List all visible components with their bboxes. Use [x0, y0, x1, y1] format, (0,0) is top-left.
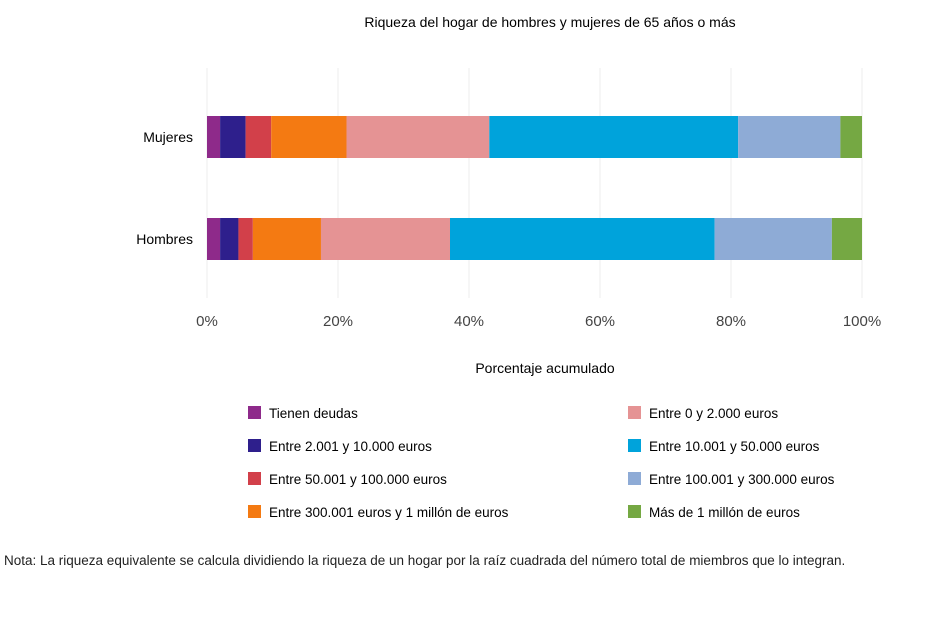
x-tick-label: 60%: [585, 313, 615, 330]
bar-segment: [450, 218, 715, 260]
x-tick-label: 100%: [843, 313, 881, 330]
bar-segment: [738, 116, 841, 158]
chart-title: Riqueza del hogar de hombres y mujeres d…: [364, 14, 735, 30]
bar-segment: [238, 218, 253, 260]
legend-label: Más de 1 millón de euros: [649, 505, 800, 520]
bar-segment: [252, 218, 321, 260]
legend-swatch: [628, 505, 641, 518]
bar-segment: [714, 218, 832, 260]
bar-segment: [489, 116, 739, 158]
x-tick-label: 80%: [716, 313, 746, 330]
bar-segment: [346, 116, 490, 158]
legend-swatch: [248, 439, 261, 452]
y-category-label: Mujeres: [143, 129, 193, 145]
legend-label: Entre 100.001 y 300.000 euros: [649, 472, 835, 487]
legend-swatch: [248, 406, 261, 419]
bar-segment: [320, 218, 451, 260]
bar-segment: [220, 116, 246, 158]
legend-swatch: [628, 439, 641, 452]
legend-label: Entre 2.001 y 10.000 euros: [269, 439, 432, 454]
legend-label: Entre 50.001 y 100.000 euros: [269, 472, 447, 487]
x-axis-label: Porcentaje acumulado: [475, 360, 615, 376]
legend-swatch: [628, 472, 641, 485]
x-tick-label: 20%: [323, 313, 353, 330]
legend-swatch: [248, 472, 261, 485]
x-tick-label: 0%: [196, 313, 218, 330]
legend-label: Entre 10.001 y 50.000 euros: [649, 439, 820, 454]
bar-segment: [831, 218, 862, 260]
legend-swatch: [628, 406, 641, 419]
legend-label: Entre 300.001 euros y 1 millón de euros: [269, 505, 509, 520]
x-tick-label: 40%: [454, 313, 484, 330]
bar-segment: [840, 116, 862, 158]
bar-segment: [245, 116, 272, 158]
bar-segment: [220, 218, 239, 260]
legend-swatch: [248, 505, 261, 518]
bar-segment: [271, 116, 347, 158]
bar-segment: [207, 218, 221, 260]
stacked-bar-chart: Riqueza del hogar de hombres y mujeres d…: [136, 14, 881, 520]
footnote: Nota: La riqueza equivalente se calcula …: [4, 553, 846, 568]
legend-label: Entre 0 y 2.000 euros: [649, 406, 778, 421]
legend-label: Tienen deudas: [269, 406, 358, 421]
bar-segment: [207, 116, 221, 158]
y-category-label: Hombres: [136, 231, 193, 247]
